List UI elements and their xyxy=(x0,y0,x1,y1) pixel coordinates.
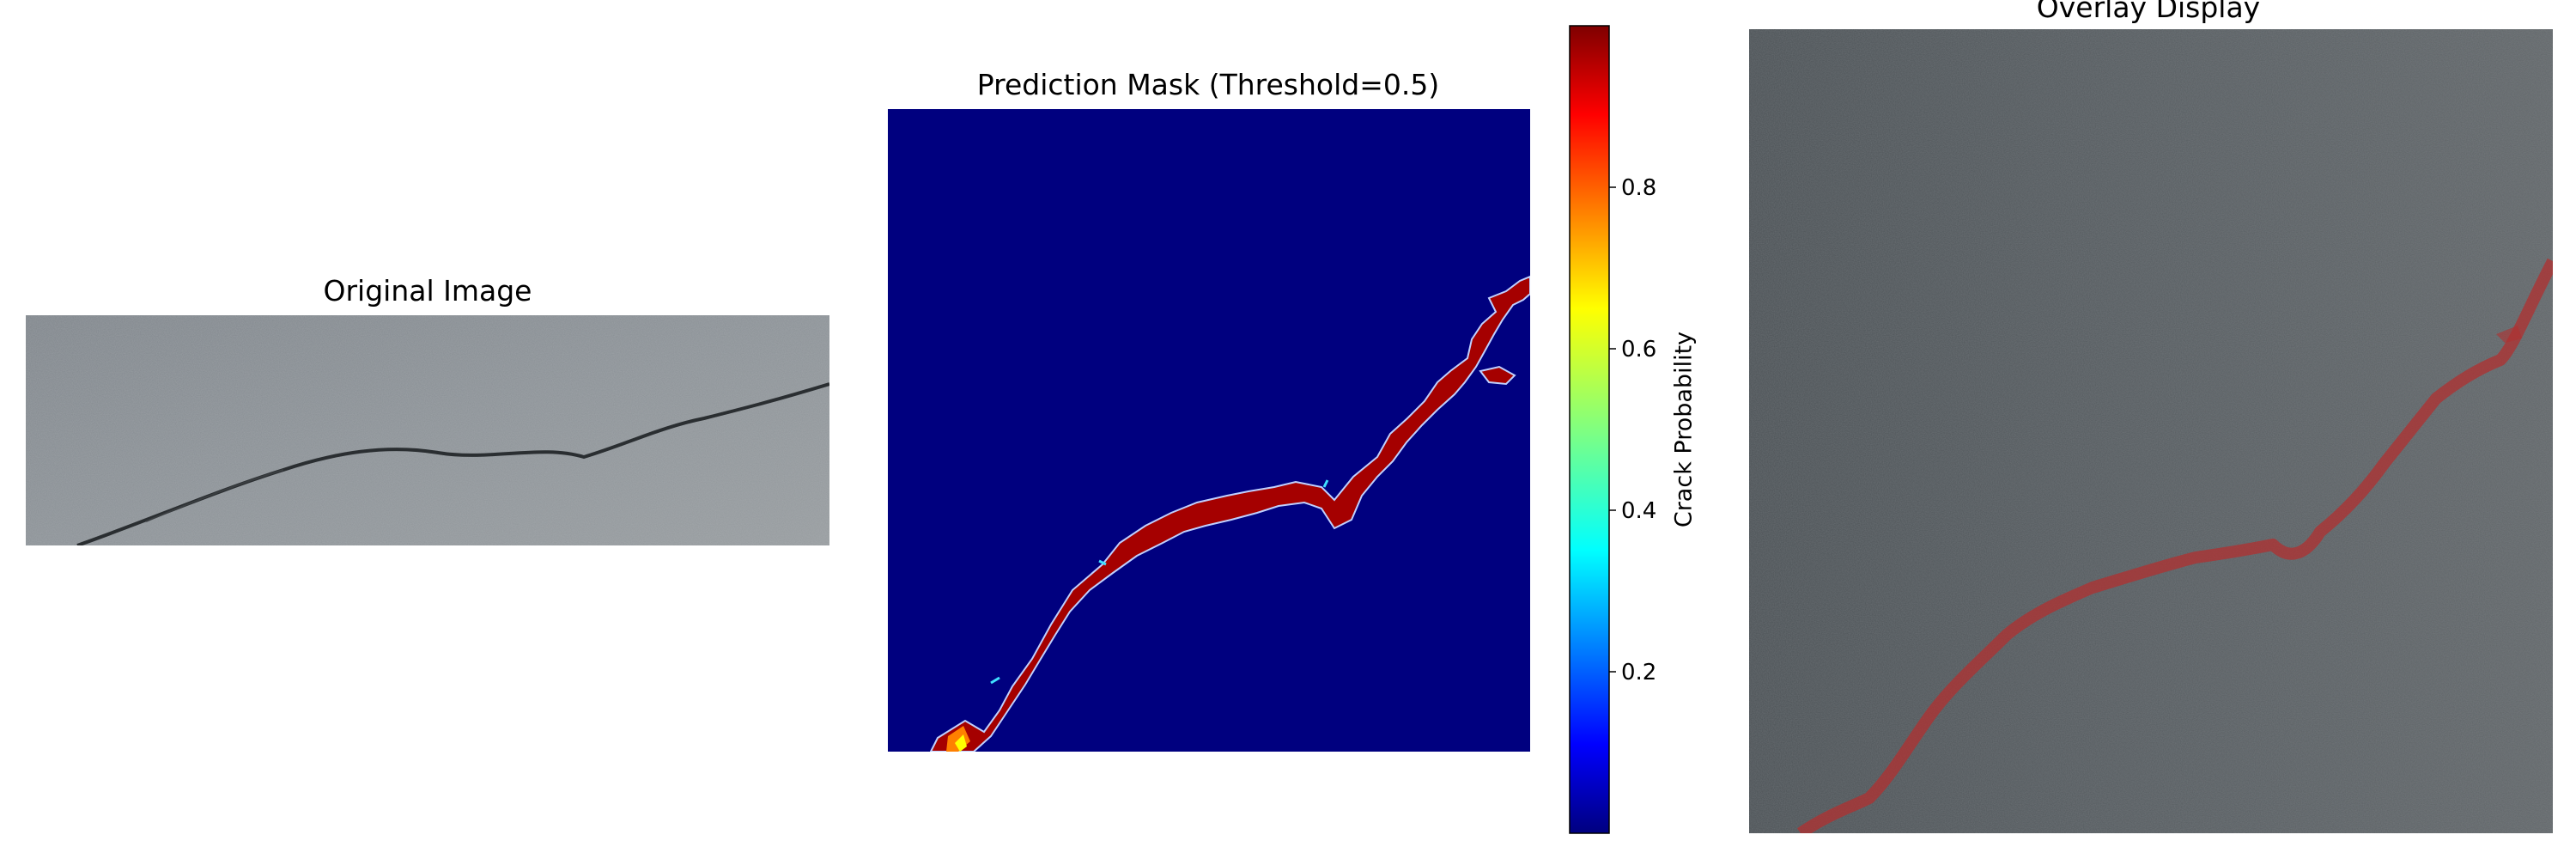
colorbar-tick-label: 0.6 xyxy=(1621,337,1656,362)
overlay-image xyxy=(1749,29,2553,833)
overlay-title: Overlay Display xyxy=(2036,0,2261,24)
prediction-mask xyxy=(888,109,1530,752)
mask-title: Prediction Mask (Threshold=0.5) xyxy=(976,68,1440,101)
colorbar-tick-label: 0.4 xyxy=(1621,498,1656,524)
crack-region xyxy=(929,275,1530,752)
mask-background xyxy=(888,109,1530,752)
colorbar-tick-label: 0.8 xyxy=(1621,175,1656,201)
overlay-crack xyxy=(1796,258,2553,833)
original-image xyxy=(26,315,829,545)
colorbar-ticks: 0.2 0.4 0.6 0.8 xyxy=(1609,175,1656,685)
colorbar: 0.2 0.4 0.6 0.8 xyxy=(1569,25,1656,834)
original-image-title: Original Image xyxy=(323,274,532,308)
colorbar-tick-label: 0.2 xyxy=(1621,660,1656,685)
colorbar-gradient xyxy=(1569,25,1610,834)
colorbar-label: Crack Probability xyxy=(1670,331,1698,528)
